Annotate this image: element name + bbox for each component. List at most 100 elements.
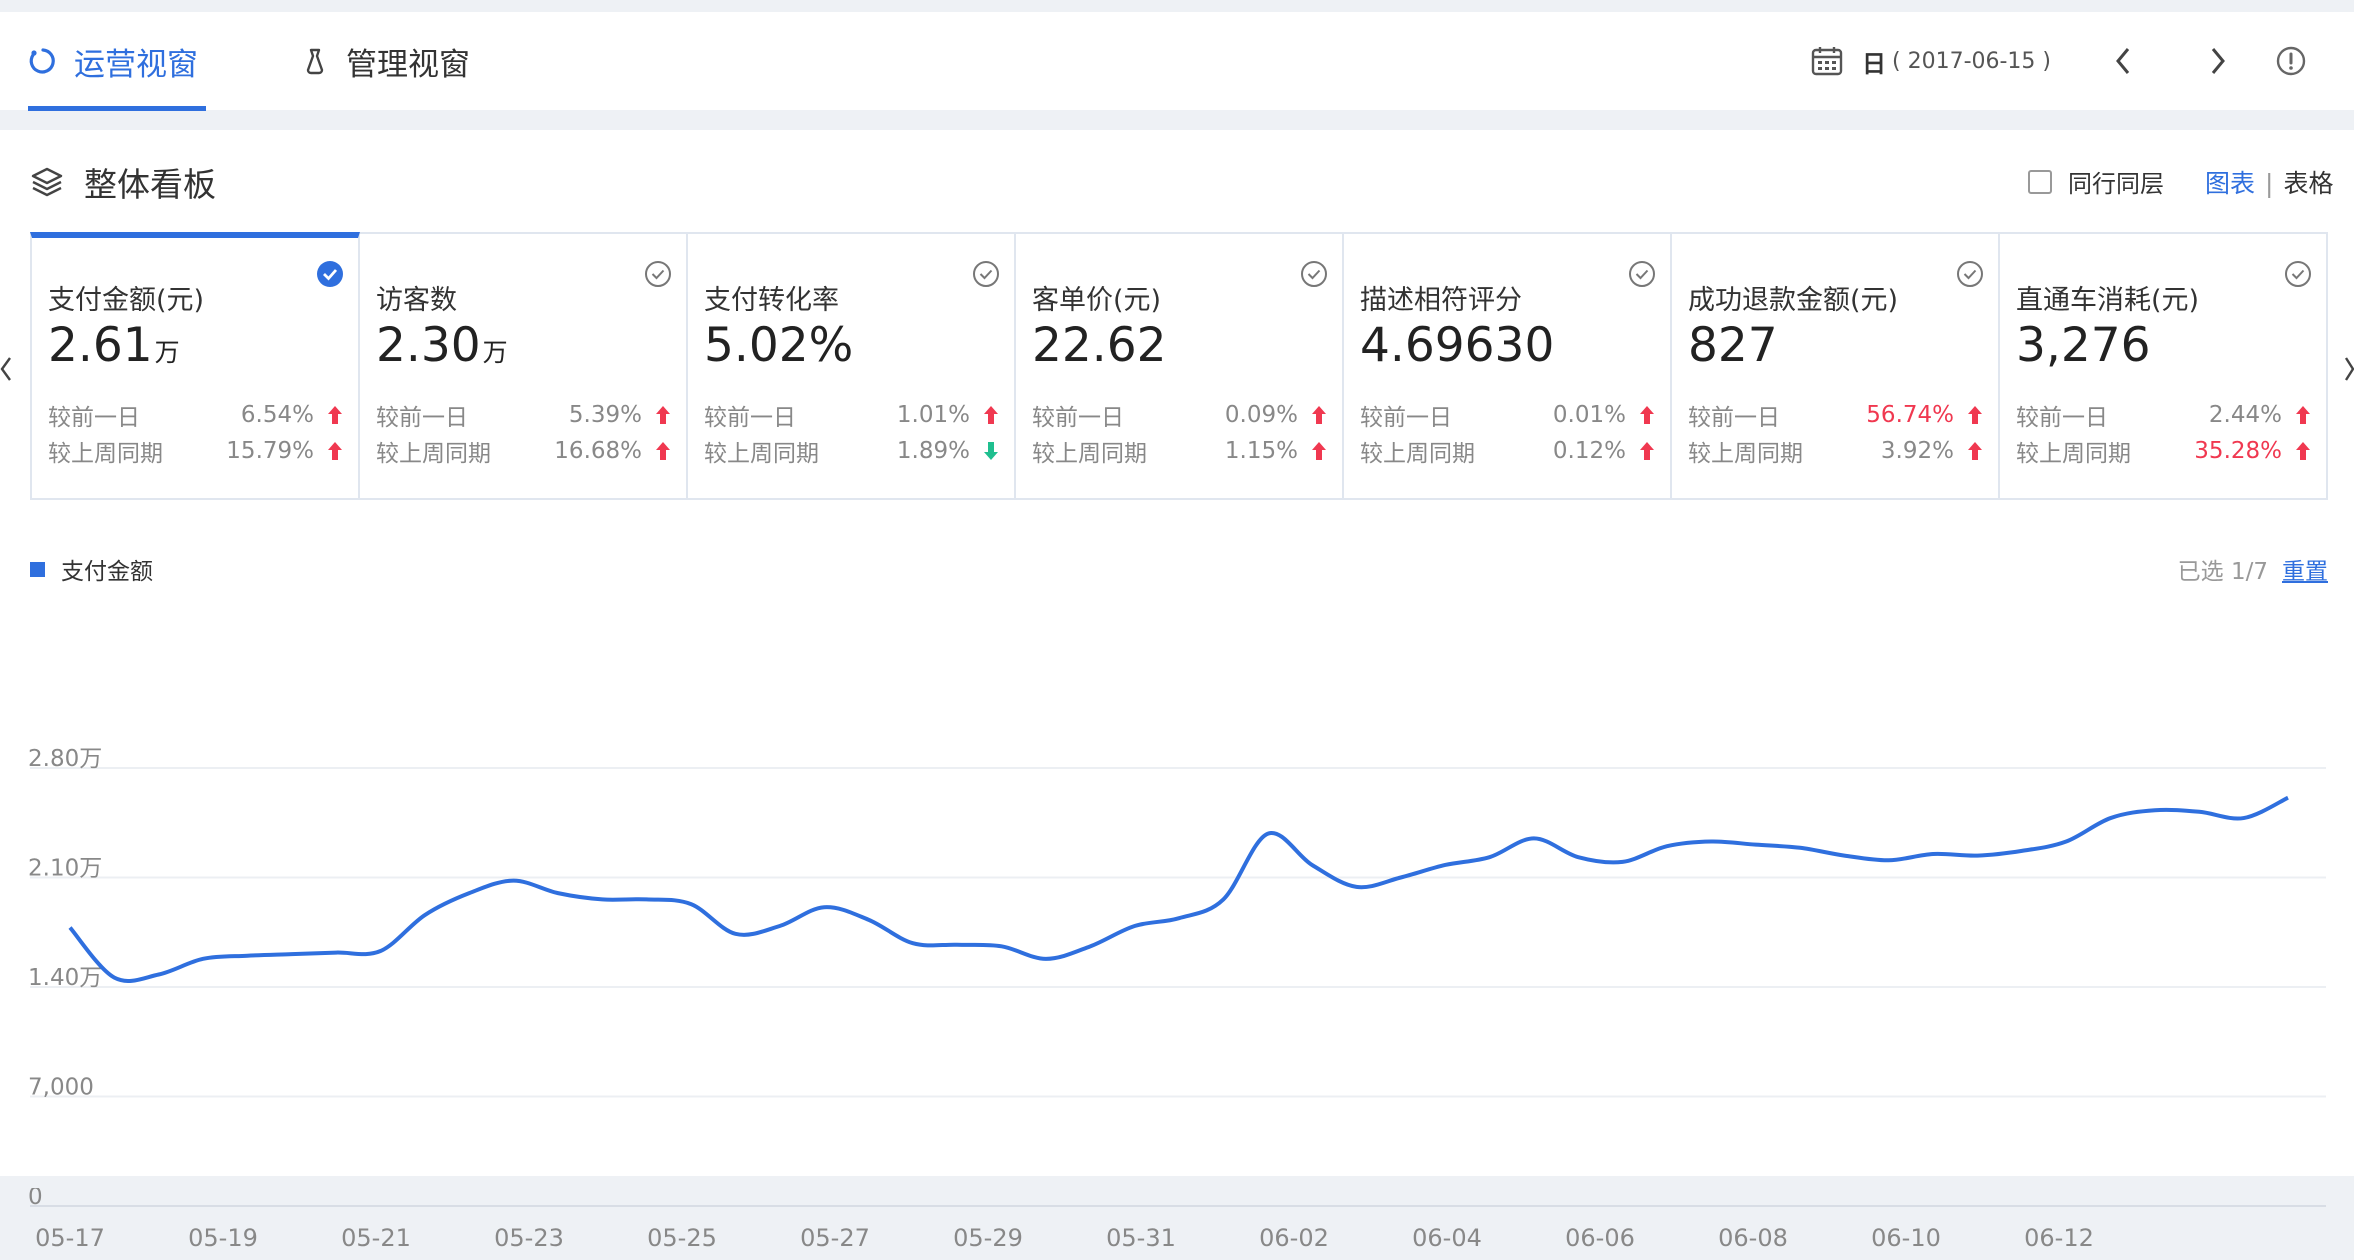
legend-label: 支付金额: [61, 559, 153, 585]
metric-card[interactable]: 成功退款金额(元) 827 较前一日 56.74% 较上周同期 3.92%: [1672, 232, 2000, 500]
check-circle-icon[interactable]: [1628, 260, 1656, 288]
metric-title: 直通车消耗(元): [2016, 285, 2200, 316]
check-circle-icon[interactable]: [2284, 260, 2312, 288]
same-level-checkbox[interactable]: [2028, 169, 2052, 194]
y-tick-label: 2.10万: [28, 856, 102, 882]
compare-week-row: 较上周同期 35.28%: [2016, 434, 2312, 468]
prev-date-button[interactable]: [2104, 42, 2142, 80]
top-bar: 运营视窗 管理视窗 日 ( 2017-06-15 ): [0, 12, 2354, 111]
check-selected-icon[interactable]: [316, 260, 344, 288]
x-tick-label: 06-08: [1718, 1224, 1788, 1252]
tab-management-label: 管理视窗: [346, 46, 470, 83]
metric-card[interactable]: 描述相符评分 4.69630 较前一日 0.01% 较上周同期 0.12%: [1344, 232, 1672, 500]
compare-day-label: 较前一日: [1360, 405, 1452, 431]
compare-day-row: 较前一日 2.44%: [2016, 398, 2312, 432]
scroll-right-icon[interactable]: [2344, 354, 2354, 384]
compare-week-label: 较上周同期: [2016, 441, 2131, 467]
x-tick-label: 06-10: [1871, 1224, 1941, 1252]
metric-card[interactable]: 访客数 2.30万较前一日 5.39% 较上周同期 16.68%: [360, 232, 688, 500]
scroll-left-icon[interactable]: [0, 354, 12, 384]
check-circle-icon[interactable]: [972, 260, 1000, 288]
compare-week-label: 较上周同期: [1360, 441, 1475, 467]
compare-week-row: 较上周同期 3.92%: [1688, 434, 1984, 468]
compare-day-row: 较前一日 1.01%: [704, 398, 1000, 432]
arrow-up-icon: [328, 442, 342, 460]
metric-card[interactable]: 客单价(元) 22.62 较前一日 0.09% 较上周同期 1.15%: [1016, 232, 1344, 500]
date-value: ( 2017-06-15 ): [1892, 48, 2052, 74]
series-line: [68, 795, 2289, 983]
page-bottom: [0, 1176, 2354, 1188]
check-circle-icon[interactable]: [1956, 260, 1984, 288]
metric-value: 3,276: [2016, 318, 2151, 373]
arrow-up-icon: [656, 442, 670, 460]
info-button[interactable]: [2272, 42, 2310, 80]
y-tick-label: 7,000: [28, 1075, 94, 1101]
tab-operations[interactable]: 运营视窗: [28, 12, 198, 110]
x-tick-label: 05-27: [800, 1224, 870, 1252]
compare-day-row: 较前一日 5.39%: [376, 398, 672, 432]
metric-card[interactable]: 支付转化率 5.02% 较前一日 1.01% 较上周同期 1.89%: [688, 232, 1016, 500]
compare-week-value: 35.28%: [2194, 438, 2282, 464]
arrow-down-icon: [984, 442, 998, 460]
date-unit: 日: [1862, 49, 1886, 78]
compare-week-value: 1.89%: [896, 438, 970, 464]
selection-info: 已选 1/7 重置: [2178, 552, 2328, 586]
compare-day-row: 较前一日 6.54%: [48, 398, 344, 432]
arrow-up-icon: [984, 406, 998, 424]
arrow-up-icon: [1640, 442, 1654, 460]
panel-title: 整体看板: [84, 165, 216, 204]
metric-value: 2.30万: [376, 318, 508, 373]
arrow-up-icon: [1312, 406, 1326, 424]
calendar-icon: [1811, 47, 1843, 76]
alert-icon: [2276, 46, 2306, 76]
compare-week-value: 15.79%: [226, 438, 314, 464]
metric-card[interactable]: 直通车消耗(元) 3,276 较前一日 2.44% 较上周同期 35.28%: [2000, 232, 2328, 500]
metric-value: 4.69630: [1360, 318, 1555, 373]
compare-week-label: 较上周同期: [376, 441, 491, 467]
reset-link[interactable]: 重置: [2282, 559, 2328, 585]
tab-management[interactable]: 管理视窗: [300, 12, 470, 110]
view-table-link[interactable]: 表格: [2283, 169, 2334, 198]
chevron-right-icon: [2211, 48, 2225, 74]
compare-day-value: 6.54%: [240, 402, 314, 428]
view-switch: 图表 | 表格: [2205, 169, 2334, 198]
x-tick-label: 06-06: [1565, 1224, 1635, 1252]
x-tick-label: 05-31: [1106, 1224, 1176, 1252]
metric-value: 2.61万: [48, 318, 180, 373]
same-level-toggle[interactable]: 同行同层: [2028, 164, 2164, 199]
compare-day-value: 56.74%: [1866, 402, 1954, 428]
date-picker[interactable]: 日 ( 2017-06-15 ): [1810, 12, 2051, 110]
compare-day-value: 0.09%: [1224, 402, 1298, 428]
compare-day-label: 较前一日: [48, 405, 140, 431]
check-circle-icon[interactable]: [1300, 260, 1328, 288]
next-date-button[interactable]: [2199, 42, 2237, 80]
x-tick-label: 05-17: [35, 1224, 105, 1252]
compare-day-label: 较前一日: [376, 405, 468, 431]
compare-day-value: 1.01%: [896, 402, 970, 428]
operations-icon: [29, 48, 55, 74]
view-chart-link[interactable]: 图表: [2205, 169, 2256, 198]
panel-header: 整体看板: [30, 158, 216, 206]
y-tick-label: 1.40万: [28, 965, 102, 991]
chevron-left-icon: [2116, 48, 2130, 74]
metric-card[interactable]: 支付金额(元) 2.61万 较前一日 6.54% 较上周同期 15.79%: [30, 232, 360, 500]
compare-day-label: 较前一日: [1688, 405, 1780, 431]
compare-day-label: 较前一日: [2016, 405, 2108, 431]
overview-panel: 整体看板 同行同层 图表 | 表格 支付金额(元) 2.61万较前一日 6.54% 较上周…: [0, 130, 2354, 1252]
compare-day-label: 较前一日: [704, 405, 796, 431]
metric-value: 827: [1688, 318, 1778, 373]
metric-cards: 支付金额(元) 2.61万较前一日 6.54% 较上周同期 15.79% 访客数 2.30万…: [30, 232, 2328, 504]
metric-title: 访客数: [376, 285, 457, 316]
x-tick-label: 05-19: [188, 1224, 258, 1252]
metric-title: 支付金额(元): [48, 285, 205, 316]
check-circle-icon[interactable]: [644, 260, 672, 288]
compare-week-row: 较上周同期 1.89%: [704, 434, 1000, 468]
x-tick-label: 06-02: [1259, 1224, 1329, 1252]
compare-day-label: 较前一日: [1032, 405, 1124, 431]
x-tick-label: 05-29: [953, 1224, 1023, 1252]
metric-title: 描述相符评分: [1360, 285, 1522, 316]
management-icon: [306, 48, 324, 75]
compare-week-value: 3.92%: [1880, 438, 1954, 464]
compare-week-label: 较上周同期: [1032, 441, 1147, 467]
compare-week-value: 16.68%: [554, 438, 642, 464]
